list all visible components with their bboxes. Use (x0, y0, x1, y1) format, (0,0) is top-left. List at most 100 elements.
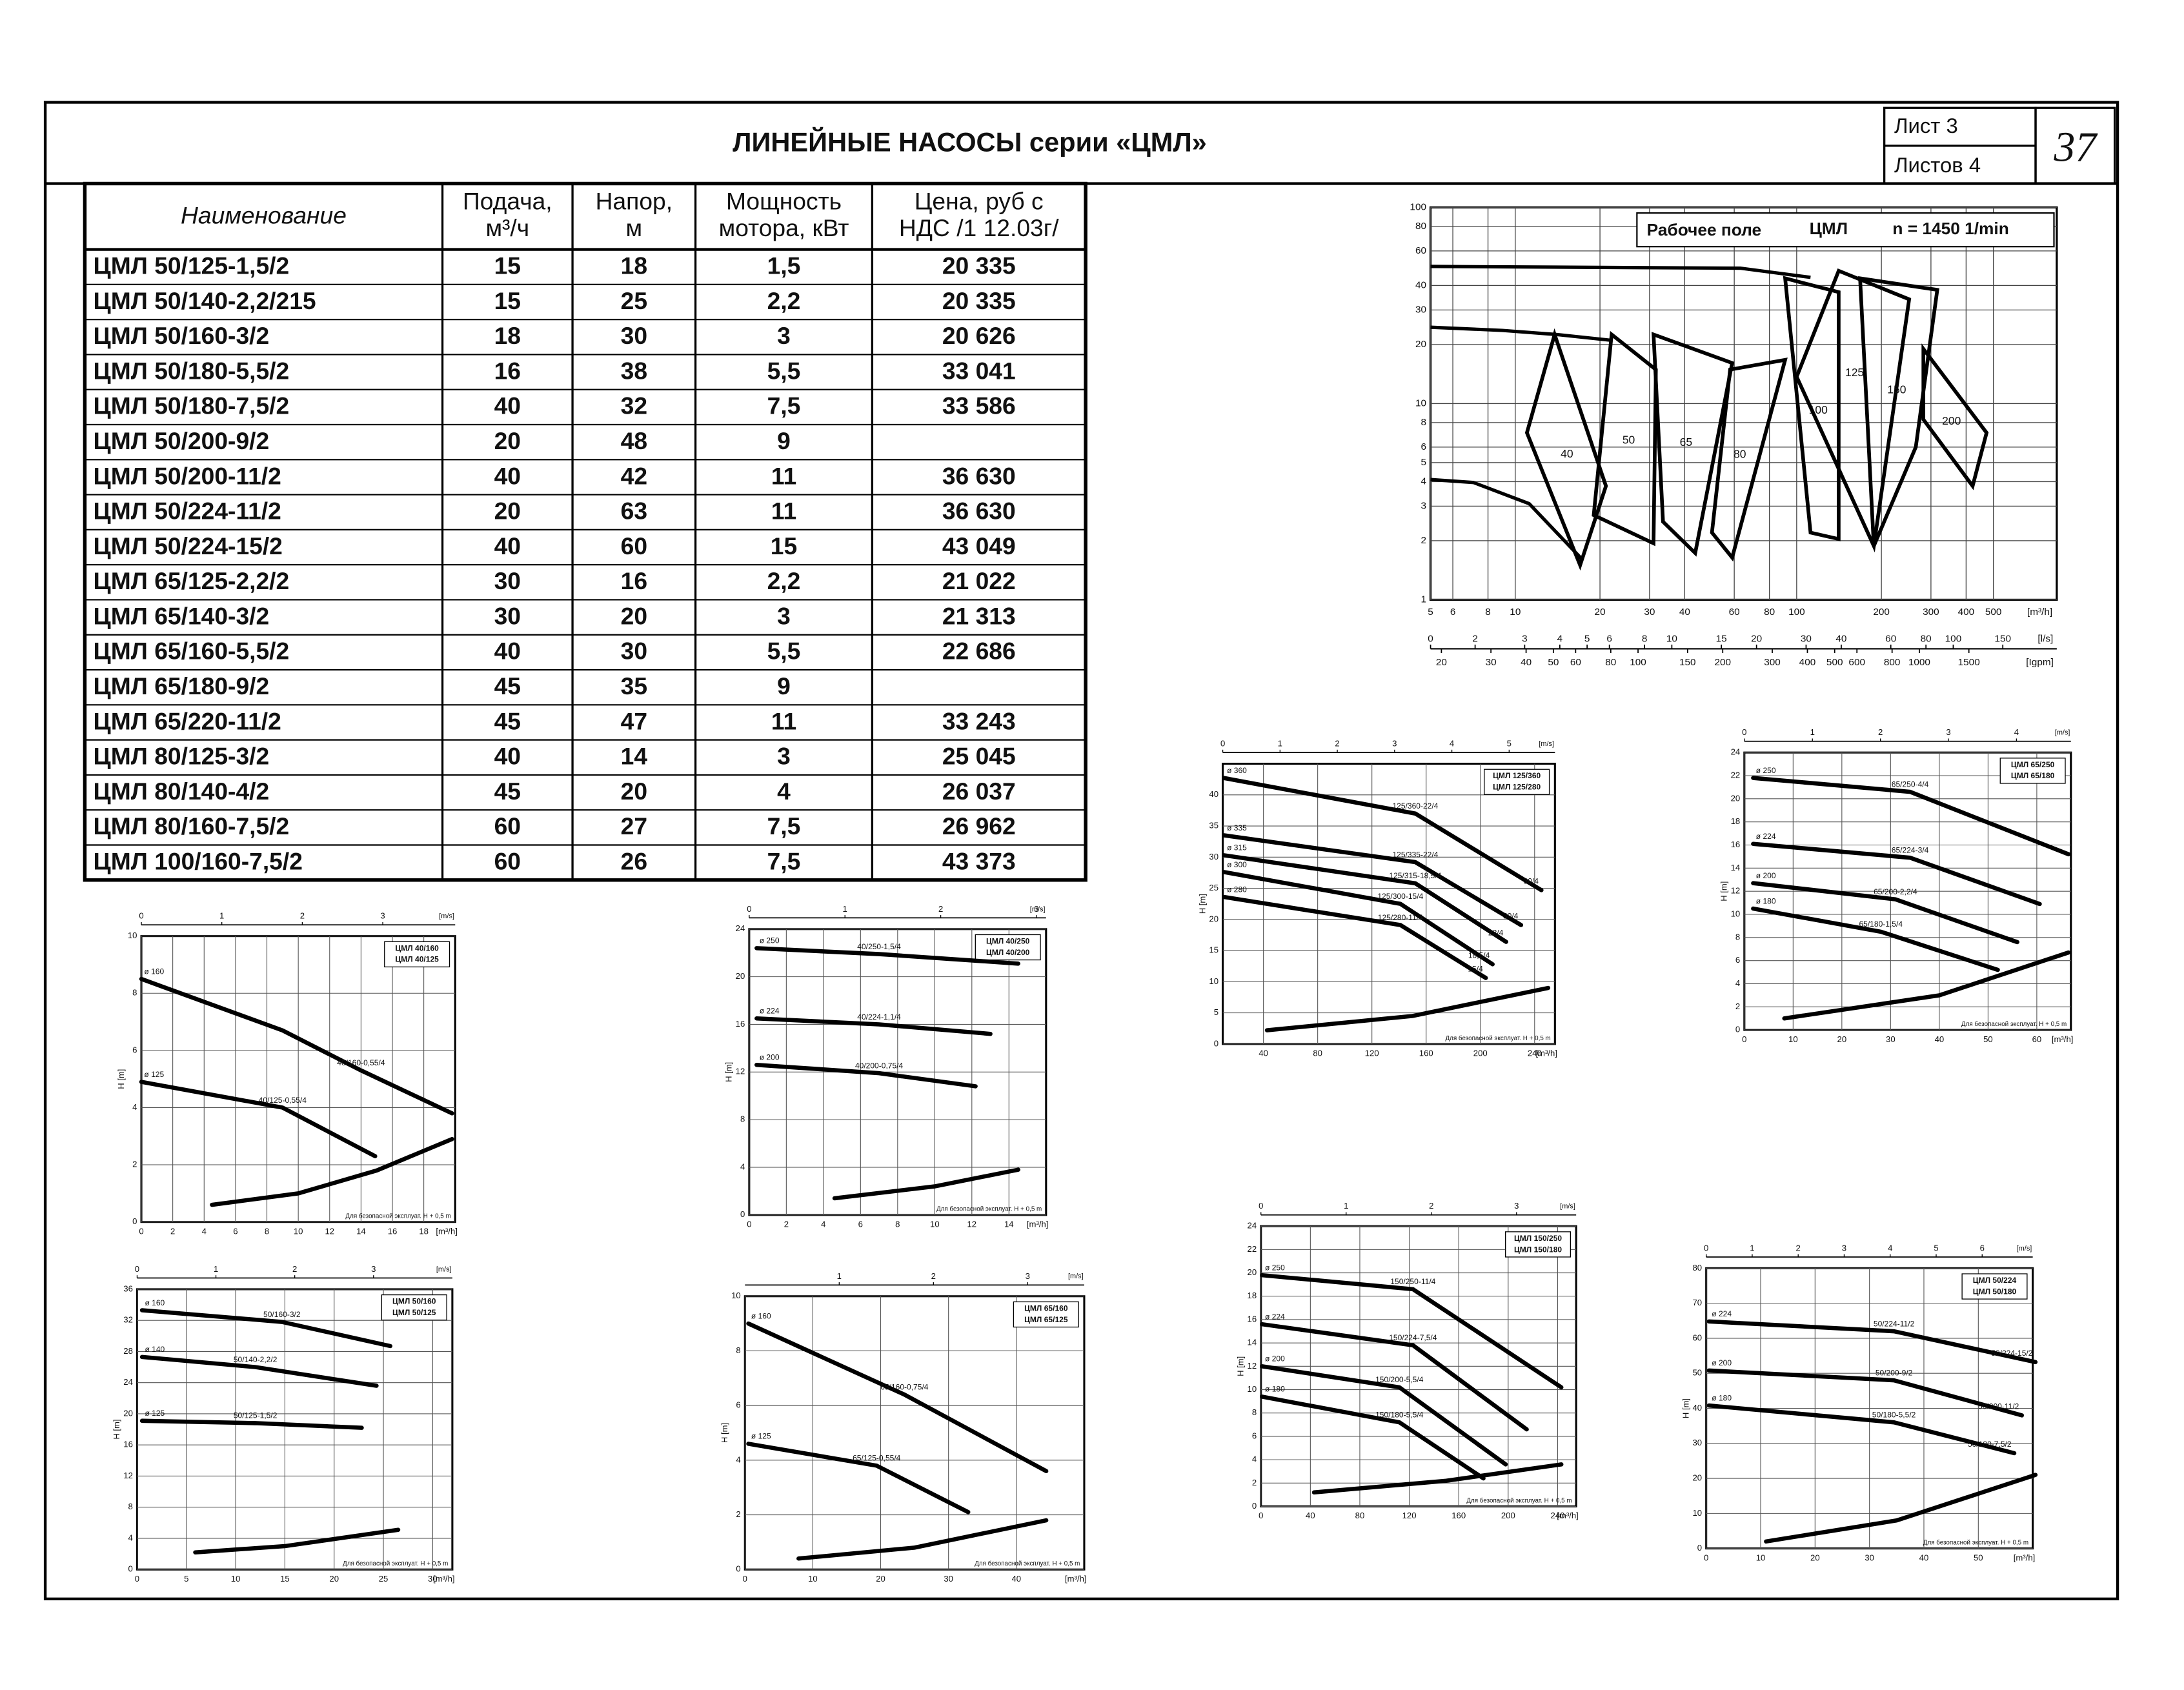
y-axis-label: H [m] (112, 1420, 121, 1440)
y-tick-label: 10 (731, 1291, 741, 1300)
x-axis-unit: [m³/h] (1535, 1049, 1557, 1058)
table-cell: 4 (777, 778, 791, 805)
table-cell: ЦМЛ 50/140-2,2/215 (94, 287, 316, 314)
table-cell: 48 (621, 427, 647, 454)
y-axis-label: H [m] (720, 1423, 729, 1443)
x-tick-label: 50 (1983, 1034, 1993, 1044)
safety-note: Для безопасной эксплуат. H + 0,5 m (1961, 1021, 2067, 1028)
curve-label: 50/200-9/2 (1876, 1368, 1913, 1377)
x-tick-label: 10 (1510, 607, 1521, 618)
chart-title: ЦМЛ 65/250 (2011, 760, 2055, 769)
y-tick-label: 0 (736, 1564, 740, 1574)
curve-label: 125/360-22/4 (1392, 801, 1438, 810)
x-tick-label: 30 (944, 1574, 953, 1584)
page-number: 37 (2054, 125, 2098, 171)
chart-title: ЦМЛ 40/125 (395, 955, 439, 964)
npsh-curve (1264, 985, 1551, 1032)
y-tick-label: 4 (1252, 1454, 1257, 1464)
x-tick-label: 8 (1485, 607, 1491, 618)
pump-curve (746, 1321, 1049, 1474)
curve-label: 150/200-5,5/4 (1375, 1375, 1424, 1384)
table-cell: 5,5 (767, 357, 801, 385)
table-cell: ЦМЛ 65/140-3/2 (94, 603, 270, 630)
npsh-curve (1311, 1462, 1564, 1495)
chart-title: ЦМЛ 40/200 (986, 948, 1030, 957)
table-cell: ЦМЛ 65/220-11/2 (94, 707, 281, 734)
x-tick-label: 240 (1550, 1511, 1564, 1520)
x2-axis-unit: [m/s] (436, 1265, 452, 1273)
x-tick-label: 500 (1985, 607, 2002, 618)
pump-curve (754, 1062, 978, 1089)
x2-tick-label: 2 (1878, 727, 1883, 737)
chart-title: ЦМЛ 50/125 (392, 1308, 436, 1317)
y-axis-label: H [m] (116, 1069, 126, 1089)
x-tick-label: 10 (930, 1220, 940, 1229)
table-cell: 26 037 (942, 778, 1016, 805)
x3-tick-label: 600 (1848, 657, 1865, 668)
x2-tick-label: 0 (1220, 739, 1225, 749)
x-tick-label: 40 (1259, 1049, 1268, 1058)
x2-tick-label: 0 (135, 1264, 139, 1274)
x-axis-unit: [m³/h] (2014, 1553, 2036, 1562)
table-cell: 30 (494, 603, 521, 630)
x-axis-unit: [m³/h] (433, 1574, 455, 1584)
y-tick-label: 8 (132, 988, 137, 998)
y-tick-label: 0 (1735, 1025, 1740, 1034)
curve-label: 50/160-3/2 (263, 1310, 301, 1319)
operating-field (1794, 268, 1912, 553)
y-tick-label: 32 (123, 1315, 133, 1325)
y-tick-label: 20 (1415, 339, 1426, 350)
y-tick-label: 20 (123, 1408, 133, 1418)
x2-tick-label: 0 (1704, 1243, 1708, 1252)
npsh-curve (210, 1136, 454, 1207)
y-axis-label: H [m] (1197, 894, 1207, 914)
table-cell: 3 (777, 743, 791, 770)
curve-label: 65/200-2,2/4 (1874, 887, 1917, 896)
chart-title: ЦМЛ 50/160 (392, 1297, 436, 1306)
diameter-label: ø 200 (1712, 1358, 1732, 1367)
column-header: мотора, кВт (719, 214, 849, 241)
end-label: 18,5/4 (1468, 951, 1490, 960)
x3-tick-label: 20 (1436, 657, 1447, 668)
operating-field (1858, 276, 1939, 547)
curve-label: 40/160-0,55/4 (337, 1058, 385, 1067)
table-cell: ЦМЛ 50/125-1,5/2 (94, 252, 290, 279)
end-label: 50/200-11/2 (1978, 1402, 2019, 1411)
diameter-label: ø 280 (1227, 885, 1247, 894)
table-cell: 20 335 (942, 252, 1016, 279)
chart-title: ЦМЛ 40/160 (395, 943, 439, 952)
table-cell: 33 243 (942, 707, 1016, 734)
diameter-label: ø 180 (1265, 1385, 1285, 1394)
x-tick-label: 30 (428, 1574, 438, 1584)
curve-label: 50/224-11/2 (1874, 1319, 1915, 1328)
x-tick-label: 200 (1501, 1511, 1515, 1520)
chart-title: ЦМЛ 150/180 (1514, 1245, 1562, 1254)
curve-label: 125/315-18,5/4 (1389, 871, 1441, 880)
column-header: Мощность (726, 188, 842, 215)
x-tick-label: 40 (1919, 1553, 1929, 1562)
table-cell: 40 (494, 462, 521, 489)
pump-curve (139, 1080, 378, 1159)
chart-title: ЦМЛ 50/180 (1973, 1287, 2017, 1296)
diameter-label: ø 224 (1712, 1309, 1732, 1318)
safety-note: Для безопасной эксплуат. H + 0,5 m (1466, 1497, 1572, 1504)
chart-title: ЦМЛ 50/224 (1973, 1276, 2017, 1285)
x-tick-label: 20 (1595, 607, 1606, 618)
y-tick-label: 5 (1421, 457, 1426, 468)
x3-tick-label: 800 (1884, 657, 1901, 668)
field-label: 65 (1680, 436, 1692, 448)
table-cell: 16 (494, 357, 521, 385)
table-cell: 42 (621, 462, 647, 489)
table-cell: 21 022 (942, 567, 1016, 594)
end-label: 30/4 (1524, 877, 1539, 886)
field-label: 125 (1845, 366, 1864, 379)
table-cell: 18 (494, 322, 521, 349)
x-tick-label: 200 (1873, 607, 1890, 618)
y-tick-label: 8 (128, 1502, 133, 1511)
x-tick-label: 8 (265, 1226, 269, 1236)
curve-label: 125/335-22/4 (1392, 850, 1438, 859)
table-cell: 1,5 (767, 252, 801, 279)
x2-tick-label: 1 (1750, 1243, 1754, 1252)
y-tick-label: 0 (1214, 1038, 1218, 1048)
x2-tick-label: 4 (2014, 727, 2019, 737)
